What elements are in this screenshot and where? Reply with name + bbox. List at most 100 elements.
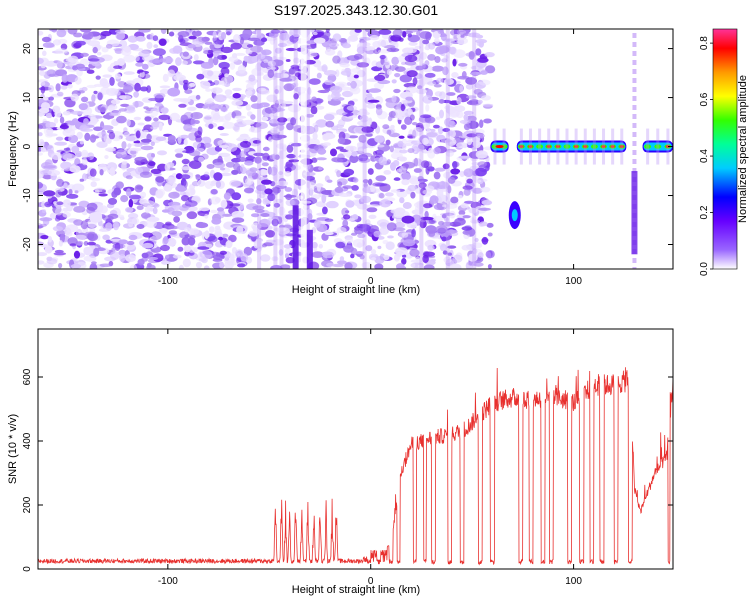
carrier-smear bbox=[538, 128, 542, 165]
spectrogram-noise-blob bbox=[215, 180, 222, 188]
spectrogram-noise-blob bbox=[71, 118, 80, 126]
spectrogram-noise-blob bbox=[136, 205, 144, 211]
spectrogram-noise-blob bbox=[468, 51, 475, 60]
spectrogram-y-label: Frequency (Hz) bbox=[7, 111, 19, 187]
spectrogram-noise-blob bbox=[231, 99, 244, 106]
spectrogram-noise-blob bbox=[307, 86, 312, 96]
spectrogram-noise-blob bbox=[454, 217, 466, 226]
spectrogram-noise-blob bbox=[390, 209, 400, 214]
spectrogram-noise-blob bbox=[407, 34, 420, 43]
spectrogram-noise-blob bbox=[427, 81, 437, 86]
spectrogram-noise-blob bbox=[148, 59, 162, 64]
spectrogram-noise-blob bbox=[128, 198, 134, 208]
spectrogram-noise-blob bbox=[317, 148, 327, 155]
spectrogram-noise-blob bbox=[152, 35, 159, 42]
spectrogram-noise-blob bbox=[188, 160, 202, 170]
spectrogram-noise-blob bbox=[234, 52, 246, 56]
spectrogram-noise-blob bbox=[211, 218, 222, 225]
spectrogram-noise-blob bbox=[107, 213, 119, 219]
spectrogram-noise-blob bbox=[101, 189, 106, 194]
spectrogram-noise-blob bbox=[109, 251, 120, 260]
spectrogram-noise-blob bbox=[244, 160, 254, 166]
spectrogram-noise-blob bbox=[278, 249, 284, 256]
snr-y-label: SNR (10 * v/v) bbox=[7, 414, 19, 484]
spectrogram-noise-blob bbox=[456, 142, 468, 149]
spectrogram-noise-blob bbox=[153, 93, 166, 99]
spectrogram-noise-blob bbox=[51, 152, 63, 160]
spectrogram-noise-blob bbox=[271, 218, 279, 227]
spectrogram-noise-blob bbox=[214, 225, 221, 230]
spectrogram-noise-blob bbox=[139, 86, 149, 92]
spectrogram-frame bbox=[37, 28, 674, 270]
spectrogram-noise-blob bbox=[144, 116, 152, 122]
spectrogram-noise-blob bbox=[342, 43, 351, 49]
spectrogram-noise-blob bbox=[150, 126, 158, 130]
spectrogram-noise-blob bbox=[261, 179, 272, 185]
spectrogram-noise-blob bbox=[463, 113, 469, 121]
spectrogram-noise-blob bbox=[62, 111, 71, 116]
spectrogram-noise-blob bbox=[193, 29, 199, 32]
spectrogram-noise-blob bbox=[433, 84, 442, 88]
spectrogram-noise-blob bbox=[251, 67, 264, 76]
spectrogram-noise-blob bbox=[193, 54, 199, 61]
spectrogram-noise-blob bbox=[481, 238, 489, 243]
spectrogram-noise-blob bbox=[421, 137, 429, 145]
spectrogram-noise-blob bbox=[426, 132, 438, 138]
spectrogram-noise-blob bbox=[181, 60, 188, 65]
spectrogram-column-dash bbox=[632, 123, 637, 128]
spectrogram-noise-blob bbox=[261, 162, 269, 167]
carrier-peak bbox=[519, 145, 524, 148]
spectrogram-noise-blob bbox=[112, 243, 126, 249]
spectrogram-noise-blob bbox=[184, 200, 198, 207]
spectrogram-noise-blob bbox=[168, 31, 175, 37]
spectrogram-noise-blob bbox=[143, 129, 149, 133]
spectrogram-noise-blob bbox=[51, 29, 58, 33]
spectrogram-noise-blob bbox=[183, 180, 188, 188]
spectrogram-noise-blob bbox=[446, 229, 458, 234]
spectrogram-noise-blob bbox=[220, 46, 233, 54]
spectrogram-noise-blob bbox=[219, 167, 226, 171]
spectrogram-noise-blob bbox=[207, 49, 214, 54]
spectrogram-noise-blob bbox=[274, 47, 282, 54]
spectrogram-noise-blob bbox=[212, 31, 217, 39]
spectrogram-noise-blob bbox=[126, 119, 131, 127]
spectrogram-noise-blob bbox=[390, 189, 401, 193]
spectrogram-noise-blob bbox=[228, 56, 239, 63]
spectrogram-noise-blob bbox=[99, 263, 112, 268]
spectrogram-noise-blob bbox=[56, 201, 64, 206]
spectrogram-noise-blob bbox=[340, 86, 352, 91]
spectrogram-noise-blob bbox=[67, 55, 79, 63]
spectrogram-noise-blob bbox=[225, 161, 235, 168]
carrier-smear bbox=[528, 128, 532, 165]
spectrogram-noise-blob bbox=[353, 33, 358, 41]
spectrogram-noise-blob bbox=[220, 31, 227, 40]
spectrogram-noise-blob bbox=[229, 62, 236, 70]
spectrogram-noise-blob bbox=[346, 105, 358, 111]
spectrogram-noise-blob bbox=[251, 213, 260, 218]
spectrogram-noise-blob bbox=[414, 45, 422, 50]
spectrogram-noise-blob bbox=[56, 60, 63, 69]
spectrogram-noise-blob bbox=[109, 76, 115, 86]
spectrogram-noise-blob bbox=[387, 115, 393, 122]
spectrogram-noise-blob bbox=[480, 186, 491, 193]
spectrogram-noise-blob bbox=[137, 258, 145, 266]
spectrogram-noise-blob bbox=[479, 221, 488, 227]
spectrogram-noise-blob bbox=[134, 82, 141, 92]
spectrogram-noise-blob bbox=[450, 168, 461, 175]
spectrogram-noise-blob bbox=[269, 154, 277, 160]
spectrogram-noise-blob bbox=[439, 91, 446, 100]
spectrogram-noise-blob bbox=[442, 250, 448, 255]
spectrogram-noise-blob bbox=[87, 233, 99, 242]
spectrogram-noise-blob bbox=[254, 209, 265, 213]
spectrogram-noise-blob bbox=[451, 72, 459, 78]
spectrogram-noise-blob bbox=[84, 132, 91, 141]
spectrogram-noise-blob bbox=[264, 188, 273, 195]
spectrogram-noise-blob bbox=[434, 56, 441, 63]
spectrogram-noise-blob bbox=[406, 70, 418, 78]
spectrogram-noise-blob bbox=[38, 181, 44, 189]
spectrogram-noise-blob bbox=[477, 99, 483, 104]
spectrogram-noise-blob bbox=[353, 126, 365, 134]
spectrogram-noise-blob bbox=[43, 190, 56, 197]
snr-y-tick-label: 200 bbox=[22, 496, 33, 513]
spectrogram-vertical-streak bbox=[257, 29, 262, 269]
